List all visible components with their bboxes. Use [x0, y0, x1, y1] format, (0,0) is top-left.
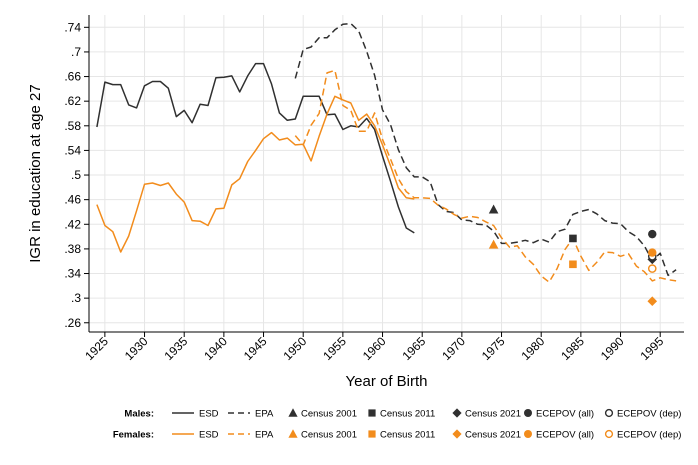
legend-entry-label: Census 2001 — [301, 409, 357, 420]
point-markers — [488, 204, 658, 307]
y-tick-label: .38 — [64, 242, 81, 256]
males-ecepov-all-point — [648, 229, 657, 239]
males-epa-line — [294, 22, 677, 277]
y-tick-label: .42 — [64, 217, 81, 231]
legend-entry-label: ECEPOV (dep) — [617, 409, 681, 420]
y-tick-label: .3 — [71, 291, 81, 305]
legend-group-label: Males: — [124, 409, 154, 420]
y-tick-label: .26 — [64, 316, 81, 330]
legend-entry-label: Census 2021 — [465, 409, 521, 420]
legend-entry-label: ESD — [199, 430, 219, 441]
x-axis-title: Year of Birth — [346, 373, 428, 390]
legend-entry-label: Census 2001 — [301, 430, 357, 441]
males-census-2011-point — [569, 234, 577, 243]
legend-entry-label: Census 2011 — [380, 430, 435, 441]
y-axis-title: IGR in education at age 27 — [27, 84, 44, 262]
series-layer — [96, 22, 677, 283]
legend-key-marker — [452, 408, 462, 418]
males-esd-line — [96, 62, 415, 234]
legend-group-label: Females: — [113, 430, 154, 441]
legend-key-marker — [288, 408, 298, 417]
females-epa-line — [294, 69, 677, 283]
legend-key-marker — [368, 409, 376, 417]
y-tick-label: .62 — [64, 94, 81, 108]
legend-entry-label: EPA — [255, 430, 274, 441]
y-tick-label: .34 — [64, 267, 81, 281]
females-ecepov-dep-point — [647, 264, 657, 273]
y-tick-label: .46 — [64, 193, 81, 207]
y-tick-label: .58 — [64, 119, 81, 133]
legend-key-marker — [368, 430, 376, 438]
legend-entry-label: ECEPOV (all) — [536, 430, 594, 441]
legend-key-marker — [524, 409, 532, 417]
y-tick-label: .74 — [64, 20, 81, 34]
legend-entry-label: ECEPOV (all) — [536, 409, 594, 420]
females-census-2001-point — [488, 239, 499, 249]
y-tick-label: .54 — [64, 143, 81, 157]
legend: Males: ESD EPA Census 2001 Census 2011 Census… — [113, 408, 681, 441]
females-ecepov-all-point — [648, 248, 657, 257]
legend-key-marker — [288, 429, 298, 438]
gridlines — [89, 15, 684, 332]
y-tick-label: .5 — [71, 168, 81, 182]
legend-entry-label: ECEPOV (dep) — [617, 430, 681, 441]
legend-key-marker — [524, 430, 532, 438]
legend-key-marker — [604, 429, 614, 439]
legend-entry-label: Census 2021 — [465, 430, 521, 441]
legend-key-marker — [452, 429, 462, 439]
males-census-2001-point — [488, 204, 499, 214]
females-esd-line — [96, 95, 415, 253]
legend-entry-label: ESD — [199, 409, 219, 420]
females-census-2021-point — [647, 296, 658, 307]
legend-entry-label: Census 2011 — [380, 409, 435, 420]
females-census-2011-point — [569, 260, 577, 269]
y-tick-label: .7 — [71, 45, 81, 59]
y-tick-label: .66 — [64, 70, 81, 84]
legend-key-marker — [604, 408, 614, 418]
legend-entry-label: EPA — [255, 409, 274, 420]
